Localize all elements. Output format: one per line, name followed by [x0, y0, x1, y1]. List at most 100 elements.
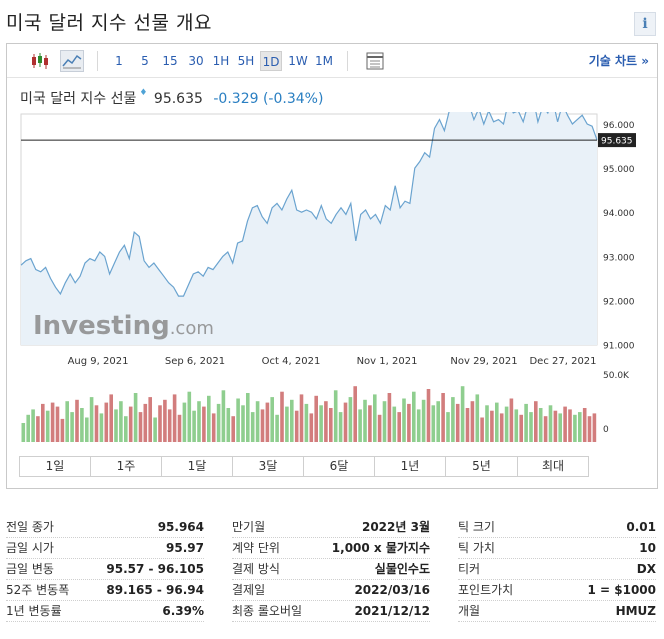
volume-bar	[358, 409, 362, 442]
volume-bar	[236, 398, 240, 442]
interval-1-button[interactable]: 1	[115, 54, 123, 68]
stat-row: 포인트가치 1 = $1000	[458, 580, 656, 601]
range-1w-button[interactable]: 1주	[91, 457, 162, 476]
volume-bar	[128, 406, 133, 442]
volume-bar	[143, 403, 148, 442]
volume-bar	[426, 389, 431, 442]
stat-label: 전일 종가	[6, 520, 54, 534]
volume-bar	[89, 397, 94, 442]
volume-bar	[163, 399, 167, 442]
info-icon[interactable]: i	[634, 12, 656, 36]
volume-bar	[504, 406, 509, 442]
volume-bar	[553, 410, 558, 442]
volume-bar	[290, 399, 294, 442]
range-1m-button[interactable]: 1달	[162, 457, 233, 476]
volume-bar	[172, 394, 177, 442]
volume-bar	[158, 405, 162, 442]
interval-1d-button[interactable]: 1D	[260, 51, 282, 71]
price-tick-label: 93.000	[603, 253, 635, 263]
stats-column-2: 만기월 2022년 3월 계약 단위 1,000 x 물가지수 결제 방식 실물인수도…	[232, 517, 430, 622]
volume-bar	[353, 386, 357, 442]
volume-bar	[26, 414, 30, 442]
range-5y-button[interactable]: 5년	[446, 457, 518, 476]
volume-bar	[582, 408, 587, 442]
volume-bar	[216, 403, 221, 442]
stat-row: 틱 크기 0.01	[458, 517, 656, 538]
chart-toolbar: 1 5 15 30 1H 5H 1D 1W 1M 기술 차트 »	[7, 44, 657, 78]
interval-1h-button[interactable]: 1H	[212, 54, 230, 68]
range-6m-button[interactable]: 6달	[304, 457, 375, 476]
volume-bar	[519, 414, 523, 442]
range-1d-button[interactable]: 1일	[20, 457, 91, 476]
volume-bar	[241, 405, 245, 442]
current-price-label: 95.635	[601, 137, 633, 147]
chart-panel: 1 5 15 30 1H 5H 1D 1W 1M 기술 차트 » 미국 달러 지…	[6, 43, 658, 489]
toolbar-divider	[347, 51, 348, 71]
volume-bar	[475, 394, 480, 442]
technical-chart-link[interactable]: 기술 차트 »	[588, 54, 649, 68]
stat-row: 개월 HMUZ	[458, 601, 656, 622]
stat-row: 만기월 2022년 3월	[232, 517, 430, 538]
stat-row: 결제일 2022/03/16	[232, 580, 430, 601]
interval-1w-button[interactable]: 1W	[288, 54, 308, 68]
volume-bar	[568, 409, 572, 442]
volume-bar	[104, 402, 109, 442]
volume-bar	[275, 414, 279, 442]
stat-label: 티커	[458, 562, 481, 576]
volume-bar	[543, 416, 548, 442]
volume-bar	[377, 414, 382, 442]
stat-label: 금일 변동	[6, 562, 54, 576]
stats-column-3: 틱 크기 0.01 틱 가치 10 티커 DX 포인트가치 1 = $1000 개월 HM…	[458, 517, 656, 622]
volume-tick-label: 50.0K	[603, 371, 630, 381]
volume-bar	[324, 401, 328, 442]
area-chart-icon[interactable]	[60, 50, 84, 72]
quote-change: -0.329 (-0.34%)	[213, 91, 324, 107]
date-tick-label: Aug 9, 2021	[68, 356, 129, 367]
stat-value: 95.57 - 96.105	[106, 562, 204, 576]
volume-bar	[202, 406, 206, 442]
interval-15-button[interactable]: 15	[162, 54, 178, 68]
volume-bar	[558, 413, 562, 442]
volume-bar	[221, 390, 226, 442]
stat-row: 전일 종가 95.964	[6, 517, 204, 538]
volume-bar	[250, 412, 255, 442]
volume-bar	[119, 401, 123, 442]
table-view-icon[interactable]	[364, 50, 388, 72]
volume-bar	[387, 393, 392, 442]
volume-bar	[187, 391, 192, 442]
volume-bar	[446, 412, 450, 442]
stat-label: 최종 롤오버일	[232, 604, 303, 618]
interval-5-button[interactable]: 5	[141, 54, 149, 68]
volume-bar	[255, 401, 260, 442]
volume-bar	[177, 414, 182, 442]
interval-30-button[interactable]: 30	[188, 54, 204, 68]
interval-1m-button[interactable]: 1M	[315, 54, 333, 68]
stat-value: 95.964	[157, 520, 204, 534]
stat-value: 1 = $1000	[587, 583, 656, 597]
stat-value: 1,000 x 물가지수	[331, 541, 430, 555]
interval-5h-button[interactable]: 5H	[237, 54, 255, 68]
volume-bar	[392, 406, 397, 442]
stat-row: 결제 방식 실물인수도	[232, 559, 430, 580]
volume-bar	[470, 401, 475, 442]
toolbar-divider	[97, 51, 98, 71]
stat-label: 52주 변동폭	[6, 583, 70, 597]
range-1y-button[interactable]: 1년	[375, 457, 446, 476]
range-3m-button[interactable]: 3달	[233, 457, 304, 476]
volume-bar	[50, 402, 55, 442]
price-chart[interactable]: Investing.com 96.000 95.000 94.000 93.000 92.…	[7, 112, 657, 452]
volume-bar	[373, 394, 377, 442]
investing-watermark: Investing.com	[33, 311, 214, 341]
volume-bar	[485, 405, 489, 442]
volume-bar	[451, 397, 455, 442]
candlestick-chart-icon[interactable]	[28, 50, 52, 72]
range-max-button[interactable]: 최대	[541, 459, 565, 473]
stat-row: 틱 가치 10	[458, 538, 656, 559]
volume-bar	[192, 410, 196, 442]
volume-bar	[490, 410, 494, 442]
volume-bar	[573, 414, 577, 442]
stat-label: 틱 가치	[458, 541, 495, 555]
stat-label: 개월	[458, 604, 481, 618]
stat-value: 6.39%	[162, 604, 204, 618]
stat-value: 2022년 3월	[361, 520, 430, 534]
